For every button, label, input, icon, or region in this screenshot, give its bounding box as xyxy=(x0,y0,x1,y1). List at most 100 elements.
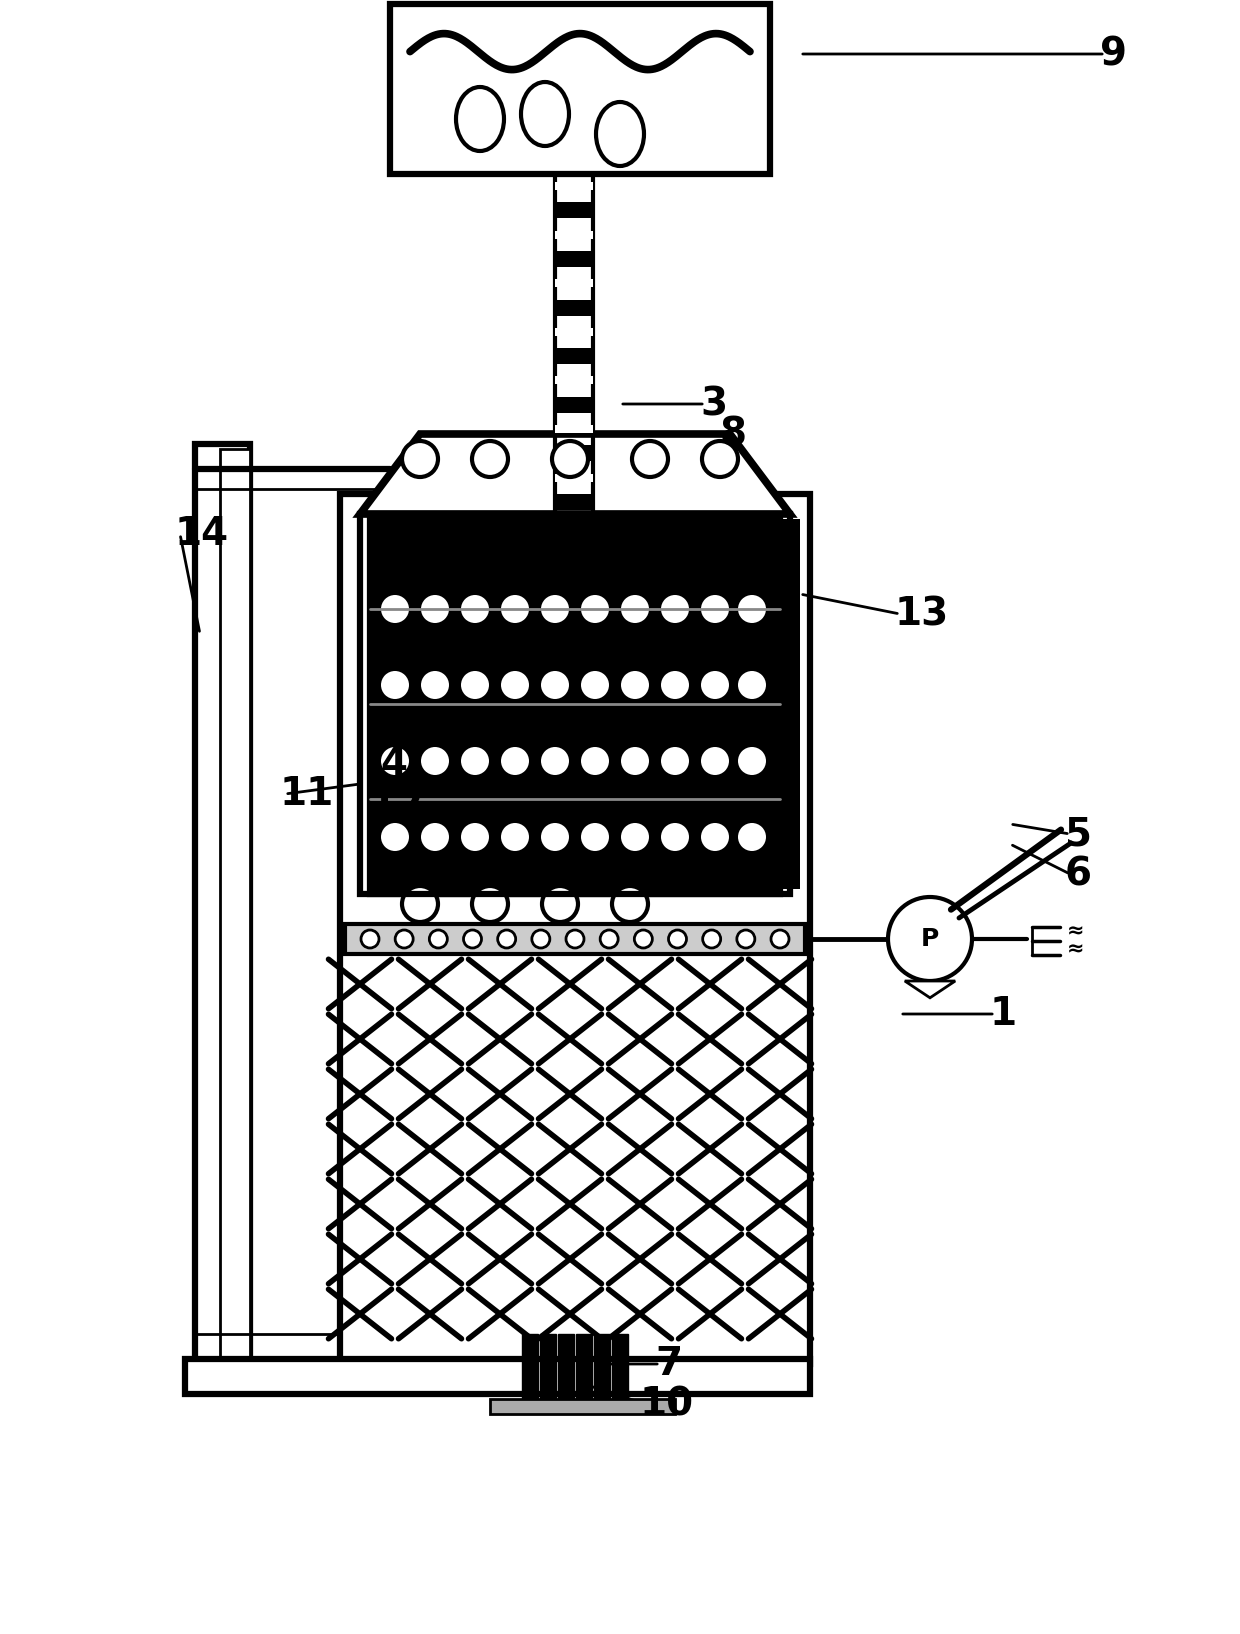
Bar xyxy=(655,520,684,889)
Circle shape xyxy=(402,886,438,922)
Text: 6: 6 xyxy=(1065,855,1092,894)
Circle shape xyxy=(701,824,729,851)
Text: 11: 11 xyxy=(280,775,335,814)
Bar xyxy=(345,923,805,954)
Bar xyxy=(594,1333,610,1404)
Circle shape xyxy=(381,747,409,775)
Circle shape xyxy=(621,672,649,699)
Circle shape xyxy=(422,824,449,851)
Ellipse shape xyxy=(596,101,644,167)
Circle shape xyxy=(497,930,516,948)
Ellipse shape xyxy=(521,82,569,145)
Bar xyxy=(556,348,593,364)
Bar xyxy=(770,520,800,889)
Bar xyxy=(345,954,805,1345)
Circle shape xyxy=(472,886,508,922)
Circle shape xyxy=(582,672,609,699)
Circle shape xyxy=(621,595,649,623)
Circle shape xyxy=(541,747,569,775)
Circle shape xyxy=(381,824,409,851)
Circle shape xyxy=(461,672,489,699)
Circle shape xyxy=(461,824,489,851)
Text: ≈: ≈ xyxy=(1066,922,1085,941)
Text: 13: 13 xyxy=(895,595,950,632)
Circle shape xyxy=(737,930,755,948)
Bar xyxy=(577,1333,591,1404)
Bar xyxy=(360,515,790,894)
Text: ≈: ≈ xyxy=(1066,940,1085,959)
Bar xyxy=(556,474,593,482)
Bar xyxy=(490,1399,675,1413)
Circle shape xyxy=(501,595,529,623)
Text: 3: 3 xyxy=(701,386,727,423)
Circle shape xyxy=(582,747,609,775)
Bar xyxy=(556,376,593,384)
Circle shape xyxy=(703,930,720,948)
Circle shape xyxy=(701,595,729,623)
Circle shape xyxy=(702,441,738,477)
Text: P: P xyxy=(921,926,939,951)
Circle shape xyxy=(381,672,409,699)
Circle shape xyxy=(461,595,489,623)
Circle shape xyxy=(600,930,619,948)
Bar xyxy=(556,493,593,510)
Text: 2: 2 xyxy=(391,556,417,593)
Bar xyxy=(575,520,605,889)
Circle shape xyxy=(429,930,448,948)
Bar xyxy=(556,203,593,219)
Bar xyxy=(735,520,765,889)
Bar xyxy=(556,397,593,413)
Bar xyxy=(556,279,593,288)
Circle shape xyxy=(565,930,584,948)
Bar xyxy=(539,1333,556,1404)
Bar xyxy=(455,520,485,889)
Circle shape xyxy=(661,595,689,623)
Circle shape xyxy=(613,886,649,922)
Circle shape xyxy=(501,672,529,699)
Text: 12: 12 xyxy=(370,788,424,825)
Text: 4: 4 xyxy=(379,745,407,783)
Circle shape xyxy=(661,824,689,851)
Text: 10: 10 xyxy=(640,1386,694,1423)
Bar xyxy=(615,520,645,889)
Bar xyxy=(556,446,593,461)
Circle shape xyxy=(888,897,972,980)
Circle shape xyxy=(541,824,569,851)
Circle shape xyxy=(472,441,508,477)
Bar xyxy=(558,1333,574,1404)
Bar xyxy=(219,449,250,1359)
Bar xyxy=(415,520,445,889)
Bar xyxy=(374,520,405,889)
Bar xyxy=(694,520,725,889)
Bar xyxy=(556,252,593,266)
Circle shape xyxy=(541,595,569,623)
Circle shape xyxy=(738,595,766,623)
Bar xyxy=(370,515,780,894)
Text: 14: 14 xyxy=(175,515,229,552)
Circle shape xyxy=(542,886,578,922)
Polygon shape xyxy=(360,435,790,515)
Bar xyxy=(534,520,565,889)
Circle shape xyxy=(532,930,549,948)
Circle shape xyxy=(661,747,689,775)
Bar xyxy=(185,1359,810,1394)
Circle shape xyxy=(464,930,481,948)
Bar xyxy=(556,230,593,239)
Circle shape xyxy=(701,672,729,699)
Circle shape xyxy=(738,747,766,775)
Circle shape xyxy=(402,441,438,477)
Ellipse shape xyxy=(456,87,503,150)
Circle shape xyxy=(635,930,652,948)
Circle shape xyxy=(701,747,729,775)
Circle shape xyxy=(582,824,609,851)
Bar xyxy=(522,1333,538,1404)
Circle shape xyxy=(668,930,687,948)
Circle shape xyxy=(582,595,609,623)
Circle shape xyxy=(501,824,529,851)
Circle shape xyxy=(361,930,379,948)
Bar xyxy=(340,493,810,1364)
Circle shape xyxy=(422,595,449,623)
Text: 8: 8 xyxy=(720,415,746,453)
Bar xyxy=(556,425,593,433)
Bar xyxy=(556,328,593,337)
